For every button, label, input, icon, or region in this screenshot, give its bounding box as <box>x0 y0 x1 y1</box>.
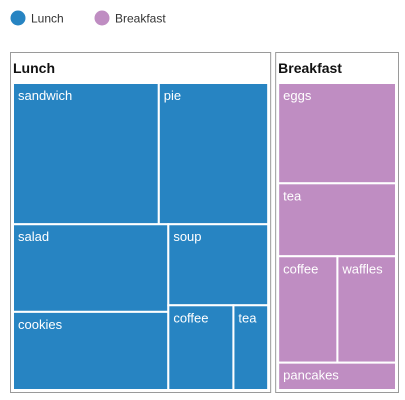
cell-rect <box>12 82 160 226</box>
cell-rect <box>336 255 397 364</box>
cell-label: eggs <box>283 88 312 103</box>
cell-lunch-cookies[interactable]: cookies <box>12 310 170 392</box>
cell-breakfast-waffles[interactable]: waffles <box>336 255 397 364</box>
group-title-breakfast: Breakfast <box>278 60 342 76</box>
cell-lunch-pie[interactable]: pie <box>157 82 270 226</box>
cell-lunch-coffee[interactable]: coffee <box>167 304 235 392</box>
cell-label: coffee <box>173 310 208 325</box>
cell-rect <box>157 82 270 226</box>
legend-label: Lunch <box>31 12 64 26</box>
cell-rect <box>232 304 270 392</box>
group-breakfast: Breakfast eggs tea coffee waffles pancakes <box>275 52 399 393</box>
cell-rect <box>167 304 235 392</box>
cell-label: tea <box>238 310 257 325</box>
cell-rect <box>277 255 339 364</box>
cell-label: salad <box>18 229 49 244</box>
cell-label: pie <box>164 88 181 103</box>
cell-label: pancakes <box>283 368 339 383</box>
cell-label: sandwich <box>18 88 72 103</box>
cell-lunch-tea[interactable]: tea <box>232 304 270 392</box>
cell-label: tea <box>283 188 302 203</box>
cell-breakfast-coffee[interactable]: coffee <box>277 255 339 364</box>
cell-label: cookies <box>18 317 63 332</box>
legend-item-lunch[interactable]: Lunch <box>10 10 64 26</box>
cell-label: soup <box>173 229 201 244</box>
legend-item-breakfast[interactable]: Breakfast <box>94 10 167 26</box>
cell-lunch-soup[interactable]: soup <box>167 223 270 307</box>
cell-rect <box>12 310 170 392</box>
cell-rect <box>277 82 397 185</box>
cell-rect <box>12 223 170 313</box>
cell-rect <box>277 361 397 391</box>
cell-label: waffles <box>341 261 383 276</box>
cell-label: coffee <box>283 261 318 276</box>
cell-breakfast-eggs[interactable]: eggs <box>277 82 397 185</box>
cell-lunch-salad[interactable]: salad <box>12 223 170 313</box>
cell-breakfast-pancakes[interactable]: pancakes <box>277 361 397 391</box>
legend-marker <box>94 10 110 26</box>
treemap-groups: Lunch sandwich pie salad cookies soup coffee te… <box>10 52 399 393</box>
legend-marker <box>10 10 26 26</box>
legend: Lunch Breakfast <box>10 10 167 26</box>
legend-label: Breakfast <box>115 12 166 26</box>
cell-rect <box>167 223 270 307</box>
group-title-lunch: Lunch <box>13 60 55 76</box>
group-lunch: Lunch sandwich pie salad cookies soup coffee te… <box>10 52 272 393</box>
cell-breakfast-tea[interactable]: tea <box>277 182 397 258</box>
cell-lunch-sandwich[interactable]: sandwich <box>12 82 160 226</box>
